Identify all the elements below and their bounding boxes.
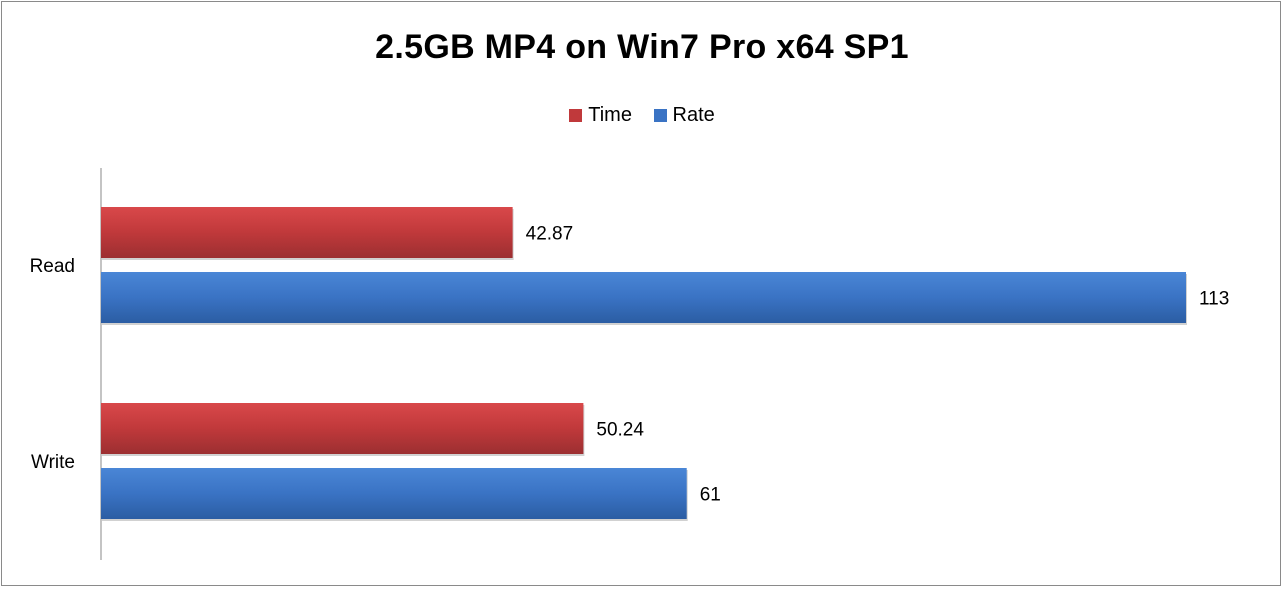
legend-label-rate: Rate xyxy=(672,104,715,126)
bar-time-read xyxy=(101,207,513,258)
data-label-time-write: 50.24 xyxy=(596,420,644,441)
data-label-rate-write: 61 xyxy=(700,485,721,506)
legend-item-rate: Rate xyxy=(653,104,715,127)
bar-time-write xyxy=(101,403,584,454)
bar-rate-write xyxy=(101,468,687,519)
chart-legend: Time Rate xyxy=(0,104,1284,128)
legend-swatch-rate xyxy=(653,109,667,122)
category-label-read: Read xyxy=(30,256,75,277)
data-label-rate-read: 113 xyxy=(1199,289,1229,310)
bar-rate-read xyxy=(101,272,1186,323)
chart-title: 2.5GB MP4 on Win7 Pro x64 SP1 xyxy=(375,28,909,66)
category-label-write: Write xyxy=(31,452,75,473)
legend-swatch-time xyxy=(569,109,583,122)
legend-item-time: Time xyxy=(569,104,632,127)
legend-label-time: Time xyxy=(588,104,632,126)
data-label-time-read: 42.87 xyxy=(526,224,574,245)
